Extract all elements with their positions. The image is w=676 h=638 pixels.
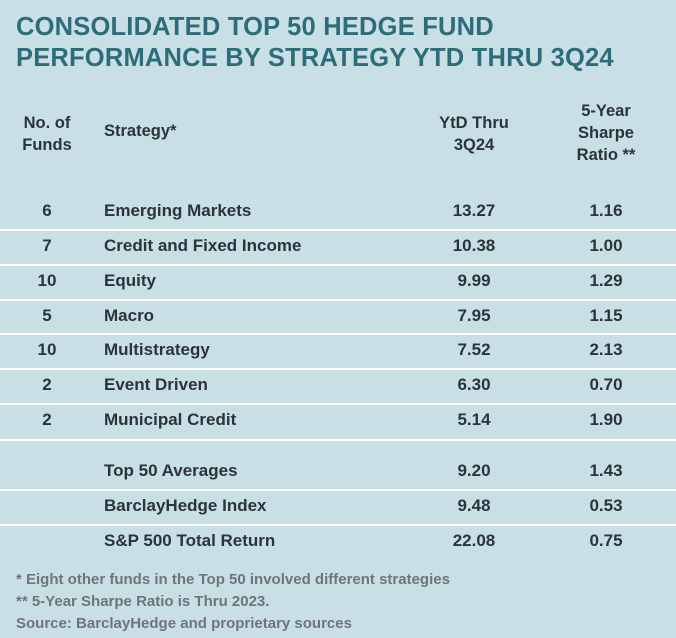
- row-sharpe: 1.90: [589, 410, 623, 429]
- summary-sharpe: 0.75: [589, 531, 623, 550]
- table-title-line-2: PERFORMANCE BY STRATEGY YTD THRU 3Q24: [16, 44, 614, 72]
- row-strategy: Equity: [104, 271, 156, 290]
- summary-row: BarclayHedge Index 9.48 0.53: [0, 489, 676, 523]
- row-divider: [0, 229, 676, 231]
- summary-sharpe: 1.43: [589, 461, 623, 480]
- row-sharpe: 0.70: [589, 375, 623, 394]
- table-title-line-1: CONSOLIDATED TOP 50 HEDGE FUND: [16, 13, 494, 41]
- row-strategy: Municipal Credit: [104, 410, 237, 429]
- column-header-sharpe-line-2: Sharpe: [578, 124, 634, 142]
- footnote-source: Source: BarclayHedge and proprietary sou…: [16, 615, 352, 632]
- column-header-ytd-line-2: 3Q24: [453, 136, 495, 154]
- row-fund-count: 6: [42, 201, 52, 220]
- column-header-ytd-line-1: YtD Thru: [439, 114, 509, 132]
- row-sharpe: 1.15: [589, 306, 623, 325]
- column-header-funds-line-1: No. of: [23, 114, 71, 132]
- column-header-funds-line-2: Funds: [22, 136, 72, 154]
- footnote-sharpe: ** 5-Year Sharpe Ratio is Thru 2023.: [16, 593, 270, 610]
- summary-ytd: 9.20: [457, 461, 491, 480]
- row-fund-count: 10: [37, 271, 57, 290]
- row-fund-count: 7: [42, 236, 52, 255]
- summary-ytd: 22.08: [452, 531, 496, 550]
- column-header-ytd: YtD Thru 3Q24: [414, 112, 534, 156]
- row-divider: [0, 299, 676, 301]
- row-ytd: 6.30: [457, 375, 491, 394]
- row-divider: [0, 333, 676, 335]
- row-divider: [0, 439, 676, 441]
- column-header-strategy-label: Strategy*: [104, 122, 177, 140]
- row-fund-count: 5: [42, 306, 52, 325]
- row-sharpe: 1.16: [589, 201, 623, 220]
- row-divider: [0, 489, 676, 491]
- summary-label: BarclayHedge Index: [104, 496, 267, 515]
- row-divider: [0, 368, 676, 370]
- row-fund-count: 10: [37, 340, 57, 359]
- table-row: 5 Macro 7.95 1.15: [0, 299, 676, 333]
- row-strategy: Multistrategy: [104, 340, 210, 359]
- summary-ytd: 9.48: [457, 496, 491, 515]
- summary-label: Top 50 Averages: [104, 461, 238, 480]
- column-header-sharpe: 5-Year Sharpe Ratio **: [546, 100, 666, 166]
- row-sharpe: 1.29: [589, 271, 623, 290]
- row-strategy: Macro: [104, 306, 155, 325]
- summary-row: Top 50 Averages 9.20 1.43: [0, 454, 676, 488]
- table-row: 10 Equity 9.99 1.29: [0, 264, 676, 298]
- row-divider: [0, 524, 676, 526]
- row-sharpe: 2.13: [589, 340, 623, 359]
- row-ytd: 5.14: [457, 410, 491, 429]
- table-row: 7 Credit and Fixed Income 10.38 1.00: [0, 229, 676, 263]
- row-ytd: 7.95: [457, 306, 491, 325]
- column-header-funds: No. of Funds: [16, 112, 78, 156]
- row-strategy: Event Driven: [104, 375, 208, 394]
- row-divider: [0, 264, 676, 266]
- table-row: 10 Multistrategy 7.52 2.13: [0, 333, 676, 367]
- row-ytd: 9.99: [457, 271, 491, 290]
- row-strategy: Credit and Fixed Income: [104, 236, 302, 255]
- row-fund-count: 2: [42, 410, 52, 429]
- strategy-table: 6 Emerging Markets 13.27 1.16 7 Credit a…: [0, 194, 676, 558]
- row-sharpe: 1.00: [589, 236, 623, 255]
- row-strategy: Emerging Markets: [104, 201, 252, 220]
- row-divider: [0, 403, 676, 405]
- column-header-strategy: Strategy*: [104, 120, 176, 142]
- footnote-strategies: * Eight other funds in the Top 50 involv…: [16, 571, 450, 588]
- footnotes: * Eight other funds in the Top 50 involv…: [16, 569, 666, 635]
- summary-row: S&P 500 Total Return 22.08 0.75: [0, 524, 676, 558]
- column-header-sharpe-line-1: 5-Year: [581, 102, 631, 120]
- summary-label: S&P 500 Total Return: [104, 531, 276, 550]
- row-ytd: 7.52: [457, 340, 491, 359]
- table-row: 6 Emerging Markets 13.27 1.16: [0, 194, 676, 228]
- row-ytd: 13.27: [452, 201, 496, 220]
- column-header-sharpe-line-3: Ratio **: [576, 146, 636, 164]
- table-title: CONSOLIDATED TOP 50 HEDGE FUND PERFORMAN…: [16, 12, 666, 74]
- table-row: 2 Event Driven 6.30 0.70: [0, 368, 676, 402]
- row-fund-count: 2: [42, 375, 52, 394]
- row-ytd: 10.38: [452, 236, 496, 255]
- summary-sharpe: 0.53: [589, 496, 623, 515]
- table-row: 2 Municipal Credit 5.14 1.90: [0, 403, 676, 437]
